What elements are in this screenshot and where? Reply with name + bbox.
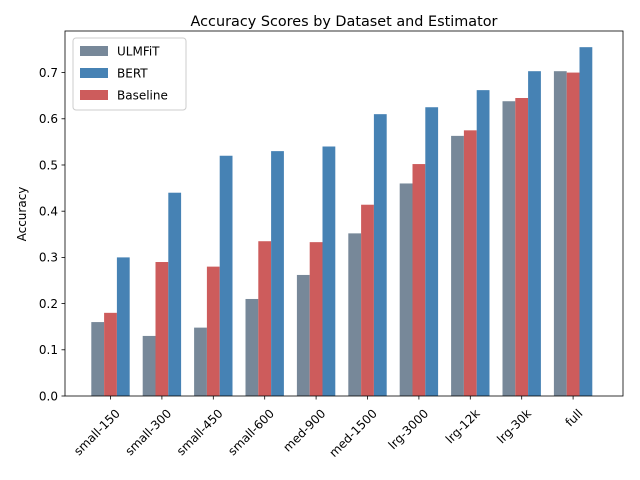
legend: ULMFiT BERT Baseline (72, 37, 187, 111)
bar-bert-med-1500 (373, 114, 387, 397)
bar-bert-lrg-3000 (425, 107, 439, 396)
legend-label-ulmfit: ULMFiT (117, 45, 160, 59)
bar-ulmfit-full (553, 71, 567, 397)
bar-baseline-lrg-3000 (412, 164, 426, 396)
y-tick-label: 0.7 (39, 66, 58, 80)
bar-baseline-full (566, 72, 580, 396)
bar-bert-small-150 (116, 257, 130, 396)
bar-bert-lrg-12k (476, 90, 490, 396)
bar-baseline-small-150 (104, 312, 117, 396)
bars (91, 47, 593, 397)
bar-baseline-small-600 (258, 241, 272, 396)
bar-ulmfit-small-450 (194, 327, 207, 396)
legend-swatch-baseline (80, 90, 108, 100)
bar-bert-lrg-30k (528, 71, 541, 397)
bar-bert-small-300 (168, 192, 182, 396)
y-tick-label: 0.4 (39, 204, 58, 218)
bar-ulmfit-small-300 (142, 335, 156, 396)
plot-frame (64, 30, 624, 397)
y-axis: 0.0 0.1 0.2 0.3 0.4 0.5 0.6 0.7 (39, 66, 65, 403)
bar-ulmfit-lrg-3000 (399, 183, 413, 396)
bar-bert-med-900 (322, 146, 336, 396)
legend-label-bert: BERT (117, 67, 148, 81)
bar-baseline-lrg-12k (463, 130, 477, 396)
bar-bert-full (579, 47, 593, 396)
bar-ulmfit-lrg-12k (451, 135, 464, 396)
y-tick-label: 0.0 (39, 389, 58, 403)
bar-ulmfit-small-600 (245, 298, 259, 396)
bar-baseline-small-300 (155, 262, 169, 396)
bar-ulmfit-lrg-30k (502, 101, 516, 397)
y-tick-label: 0.1 (39, 343, 58, 357)
bar-ulmfit-med-900 (296, 274, 310, 396)
bar-bert-small-450 (219, 155, 233, 396)
bar-baseline-small-450 (206, 266, 220, 396)
legend-label-baseline: Baseline (117, 89, 168, 103)
bar-baseline-med-1500 (361, 204, 374, 396)
bar-ulmfit-med-1500 (348, 233, 362, 396)
bar-baseline-med-900 (309, 242, 323, 396)
chart-title: Accuracy Scores by Dataset and Estimator (191, 14, 498, 30)
bar-bert-small-600 (271, 151, 284, 396)
legend-swatch-bert (80, 68, 108, 78)
y-tick-label: 0.6 (39, 112, 58, 126)
bar-ulmfit-small-150 (91, 322, 105, 396)
y-tick-label: 0.3 (39, 251, 58, 265)
y-tick-label: 0.2 (39, 297, 58, 311)
y-axis-title: Accuracy (15, 187, 29, 242)
legend-swatch-ulmfit (80, 46, 108, 56)
y-tick-label: 0.5 (39, 158, 58, 172)
bar-baseline-lrg-30k (515, 97, 529, 397)
